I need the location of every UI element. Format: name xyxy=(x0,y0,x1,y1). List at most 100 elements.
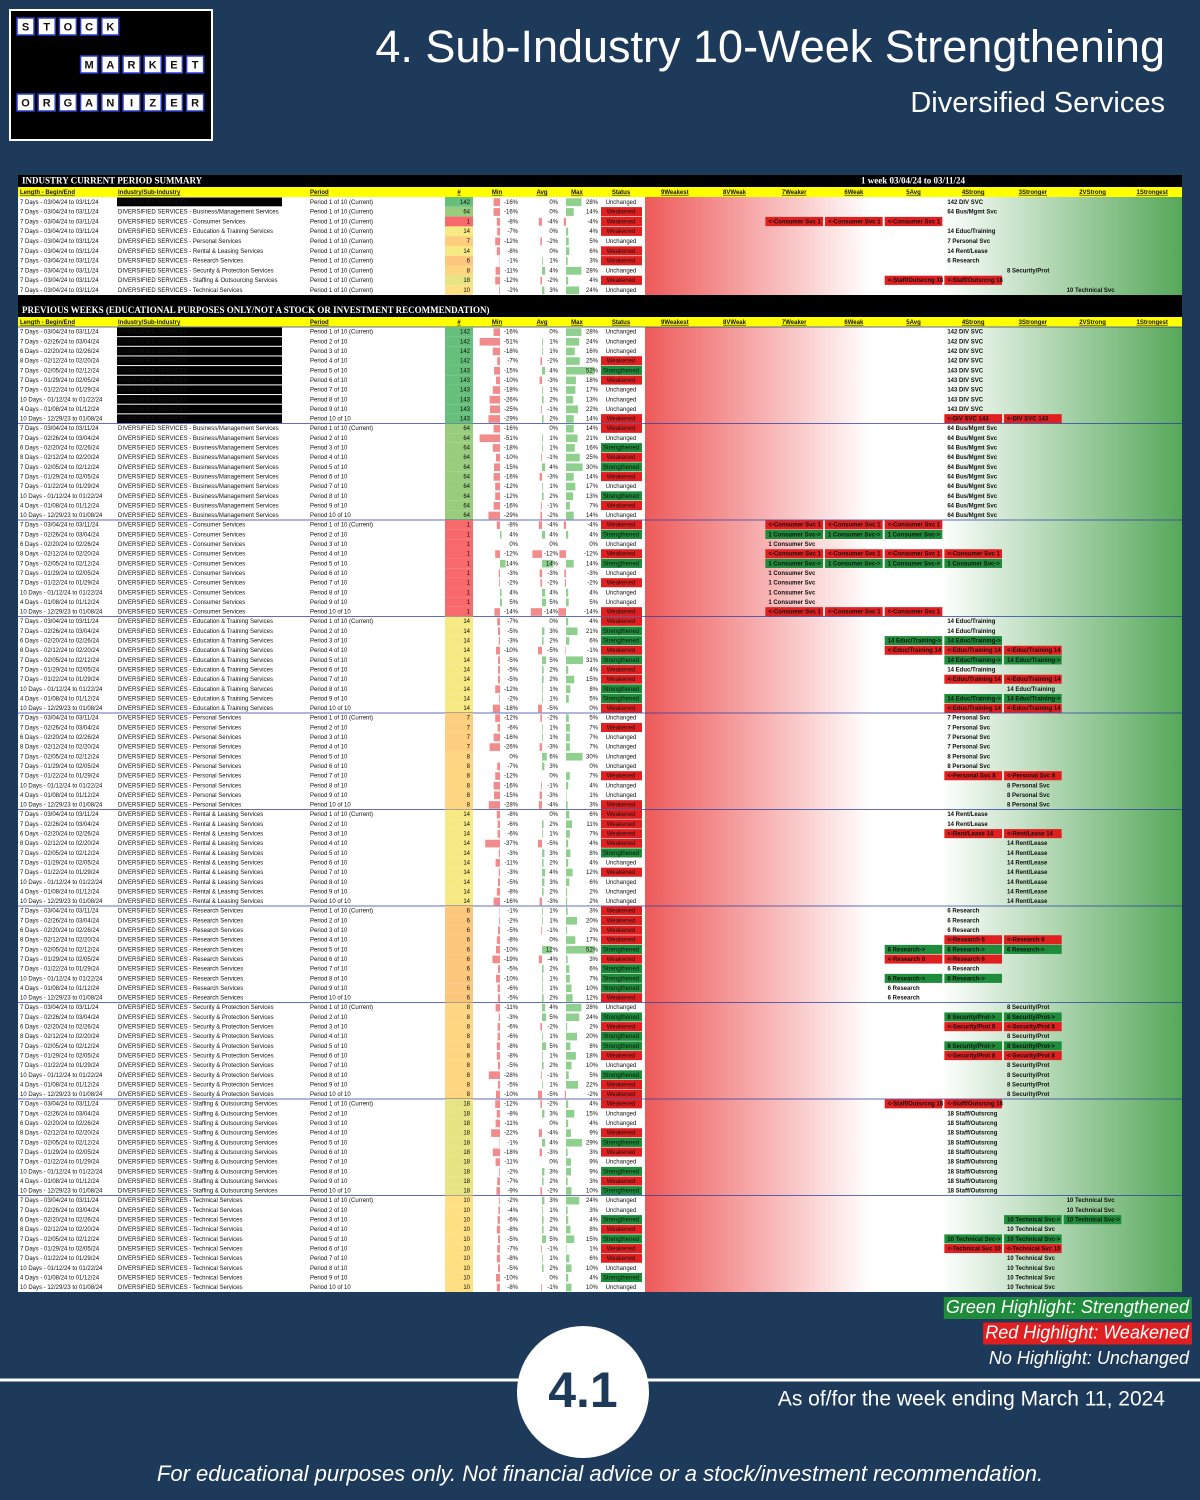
data-bar xyxy=(492,955,500,964)
avg-label: -2% xyxy=(547,1025,558,1031)
rating-cell: 14 Rent/Lease xyxy=(1007,860,1048,866)
industry-cell: DIVERSIFIED SERVICES - Education & Train… xyxy=(118,629,273,635)
count-label: 10 xyxy=(463,1266,470,1272)
count-cell xyxy=(445,597,473,607)
data-bar xyxy=(494,791,500,800)
count-label: 64 xyxy=(463,465,470,471)
industry-cell: DIVERSIFIED SERVICES - Staffing & Outsou… xyxy=(118,1189,278,1195)
data-bar xyxy=(540,357,542,365)
length-cell: 7 Days - 01/29/24 to 02/05/24 xyxy=(20,957,100,963)
data-bar xyxy=(497,617,500,626)
rating-cell: <-Consumer Svc 1 xyxy=(828,610,881,616)
min-label: -26% xyxy=(504,397,519,403)
rating-highlight xyxy=(1004,703,1062,713)
max-label: 7% xyxy=(589,735,598,741)
status-highlight xyxy=(601,1147,642,1157)
data-bar xyxy=(493,502,500,510)
period-cell: Period 8 of 10 xyxy=(310,783,348,789)
subtitle: Diversified Services xyxy=(910,87,1165,119)
count-label: 64 xyxy=(463,474,470,480)
column-header: Max xyxy=(571,190,583,196)
rating-highlight xyxy=(944,655,1003,665)
industry-cell: DIVERSIFIED SERVICES - Personal Services xyxy=(118,754,241,760)
section-bar xyxy=(18,295,1182,317)
industry-cell: DIVERSIFIED SERVICES - Research Services xyxy=(118,938,243,944)
max-label: 28% xyxy=(586,1005,599,1011)
count-cell xyxy=(445,992,473,1003)
length-cell: 7 Days - 01/22/24 to 01/29/24 xyxy=(20,1256,100,1262)
status-highlight xyxy=(601,1234,642,1244)
period-cell: Period 3 of 10 xyxy=(310,542,348,548)
rating-cell: 14 Rent/Lease xyxy=(1007,899,1048,905)
length-cell: 8 Days - 02/12/24 to 02/20/24 xyxy=(20,359,100,365)
count-cell xyxy=(445,355,473,366)
rating-cell: <-Research 6 xyxy=(947,957,985,963)
max-label: 9% xyxy=(589,1160,598,1166)
data-bar xyxy=(542,965,544,973)
rating-cell: 18 Staff/Outsrcng xyxy=(947,1111,997,1117)
rating-cell: <-Staff/Outsrcng 18 xyxy=(888,1102,944,1108)
rating-cell: 8 Security/Prot xyxy=(1007,268,1049,274)
status-cell: Unchanged xyxy=(606,600,637,606)
avg-label: 1% xyxy=(549,986,558,992)
count-label: 8 xyxy=(467,1034,471,1040)
period-cell: Period 10 of 10 xyxy=(310,706,351,712)
status-cell: Unchanged xyxy=(606,880,637,886)
data-bar xyxy=(498,1235,500,1244)
min-label: -29% xyxy=(504,513,519,519)
count-label: 8 xyxy=(467,793,471,799)
avg-label: 3% xyxy=(549,288,558,294)
period-cell: Period 8 of 10 xyxy=(310,880,348,886)
min-label: -16% xyxy=(504,735,519,741)
data-bar xyxy=(498,926,500,935)
count-label: 8 xyxy=(467,1005,471,1011)
column-header: Max xyxy=(571,320,583,326)
count-cell xyxy=(445,1282,473,1292)
avg-label: -4% xyxy=(547,219,558,225)
length-cell: 7 Days - 02/26/24 to 03/04/24 xyxy=(20,436,100,442)
max-label: 9% xyxy=(589,1131,598,1137)
max-label: 14% xyxy=(586,513,599,519)
period-cell: Period 9 of 10 xyxy=(310,600,348,606)
data-bar xyxy=(566,637,570,645)
rating-highlight xyxy=(884,1099,943,1109)
column-header: Length - Begin/End xyxy=(20,190,75,196)
industry-highlight xyxy=(117,346,282,356)
status-cell: Unchanged xyxy=(606,590,637,596)
rating-highlight xyxy=(944,558,1003,568)
min-label: 4% xyxy=(509,532,518,538)
status-cell: Weakened xyxy=(607,210,636,216)
count-label: 18 xyxy=(463,1111,470,1117)
rating-highlight xyxy=(1004,1012,1062,1022)
data-bar xyxy=(566,1003,582,1012)
count-label: 10 xyxy=(463,1198,470,1204)
data-bar xyxy=(566,286,580,295)
industry-cell: DIVERSIFIED SERVICES - Consumer Services xyxy=(118,581,245,587)
industry-cell: DIVERSIFIED SERVICES - Rental & Leasing … xyxy=(118,832,263,838)
column-header: 2VStrong xyxy=(1079,320,1106,326)
data-bar xyxy=(498,675,500,684)
rating-cell: 1 Consumer Svc-> xyxy=(768,532,821,538)
data-bar xyxy=(566,1138,582,1147)
max-label: 5% xyxy=(589,600,598,606)
status-cell: Strengthened xyxy=(603,1189,639,1195)
count-label: 8 xyxy=(467,754,471,760)
rating-cell: 143 DIV SVC xyxy=(947,407,983,413)
min-label: -15% xyxy=(504,368,519,374)
avg-label: -14% xyxy=(544,610,559,616)
period-cell: Period 2 of 10 xyxy=(310,629,348,635)
rating-cell: <-DIV SVC 143 xyxy=(1007,417,1049,423)
max-label: 24% xyxy=(586,1015,599,1021)
logo-letter: T xyxy=(192,59,199,71)
data-bar xyxy=(493,733,500,742)
data-bar xyxy=(542,588,546,597)
rating-cell: <-Security/Prot 8 xyxy=(1007,1025,1056,1031)
data-bar xyxy=(492,444,500,452)
data-bar xyxy=(564,569,566,578)
rating-cell: <-Consumer Svc 1 xyxy=(768,219,821,225)
data-bar xyxy=(538,839,542,848)
data-bar xyxy=(541,781,542,790)
status-highlight xyxy=(601,1089,642,1099)
data-bar xyxy=(566,386,576,394)
max-label: 12% xyxy=(586,870,599,876)
